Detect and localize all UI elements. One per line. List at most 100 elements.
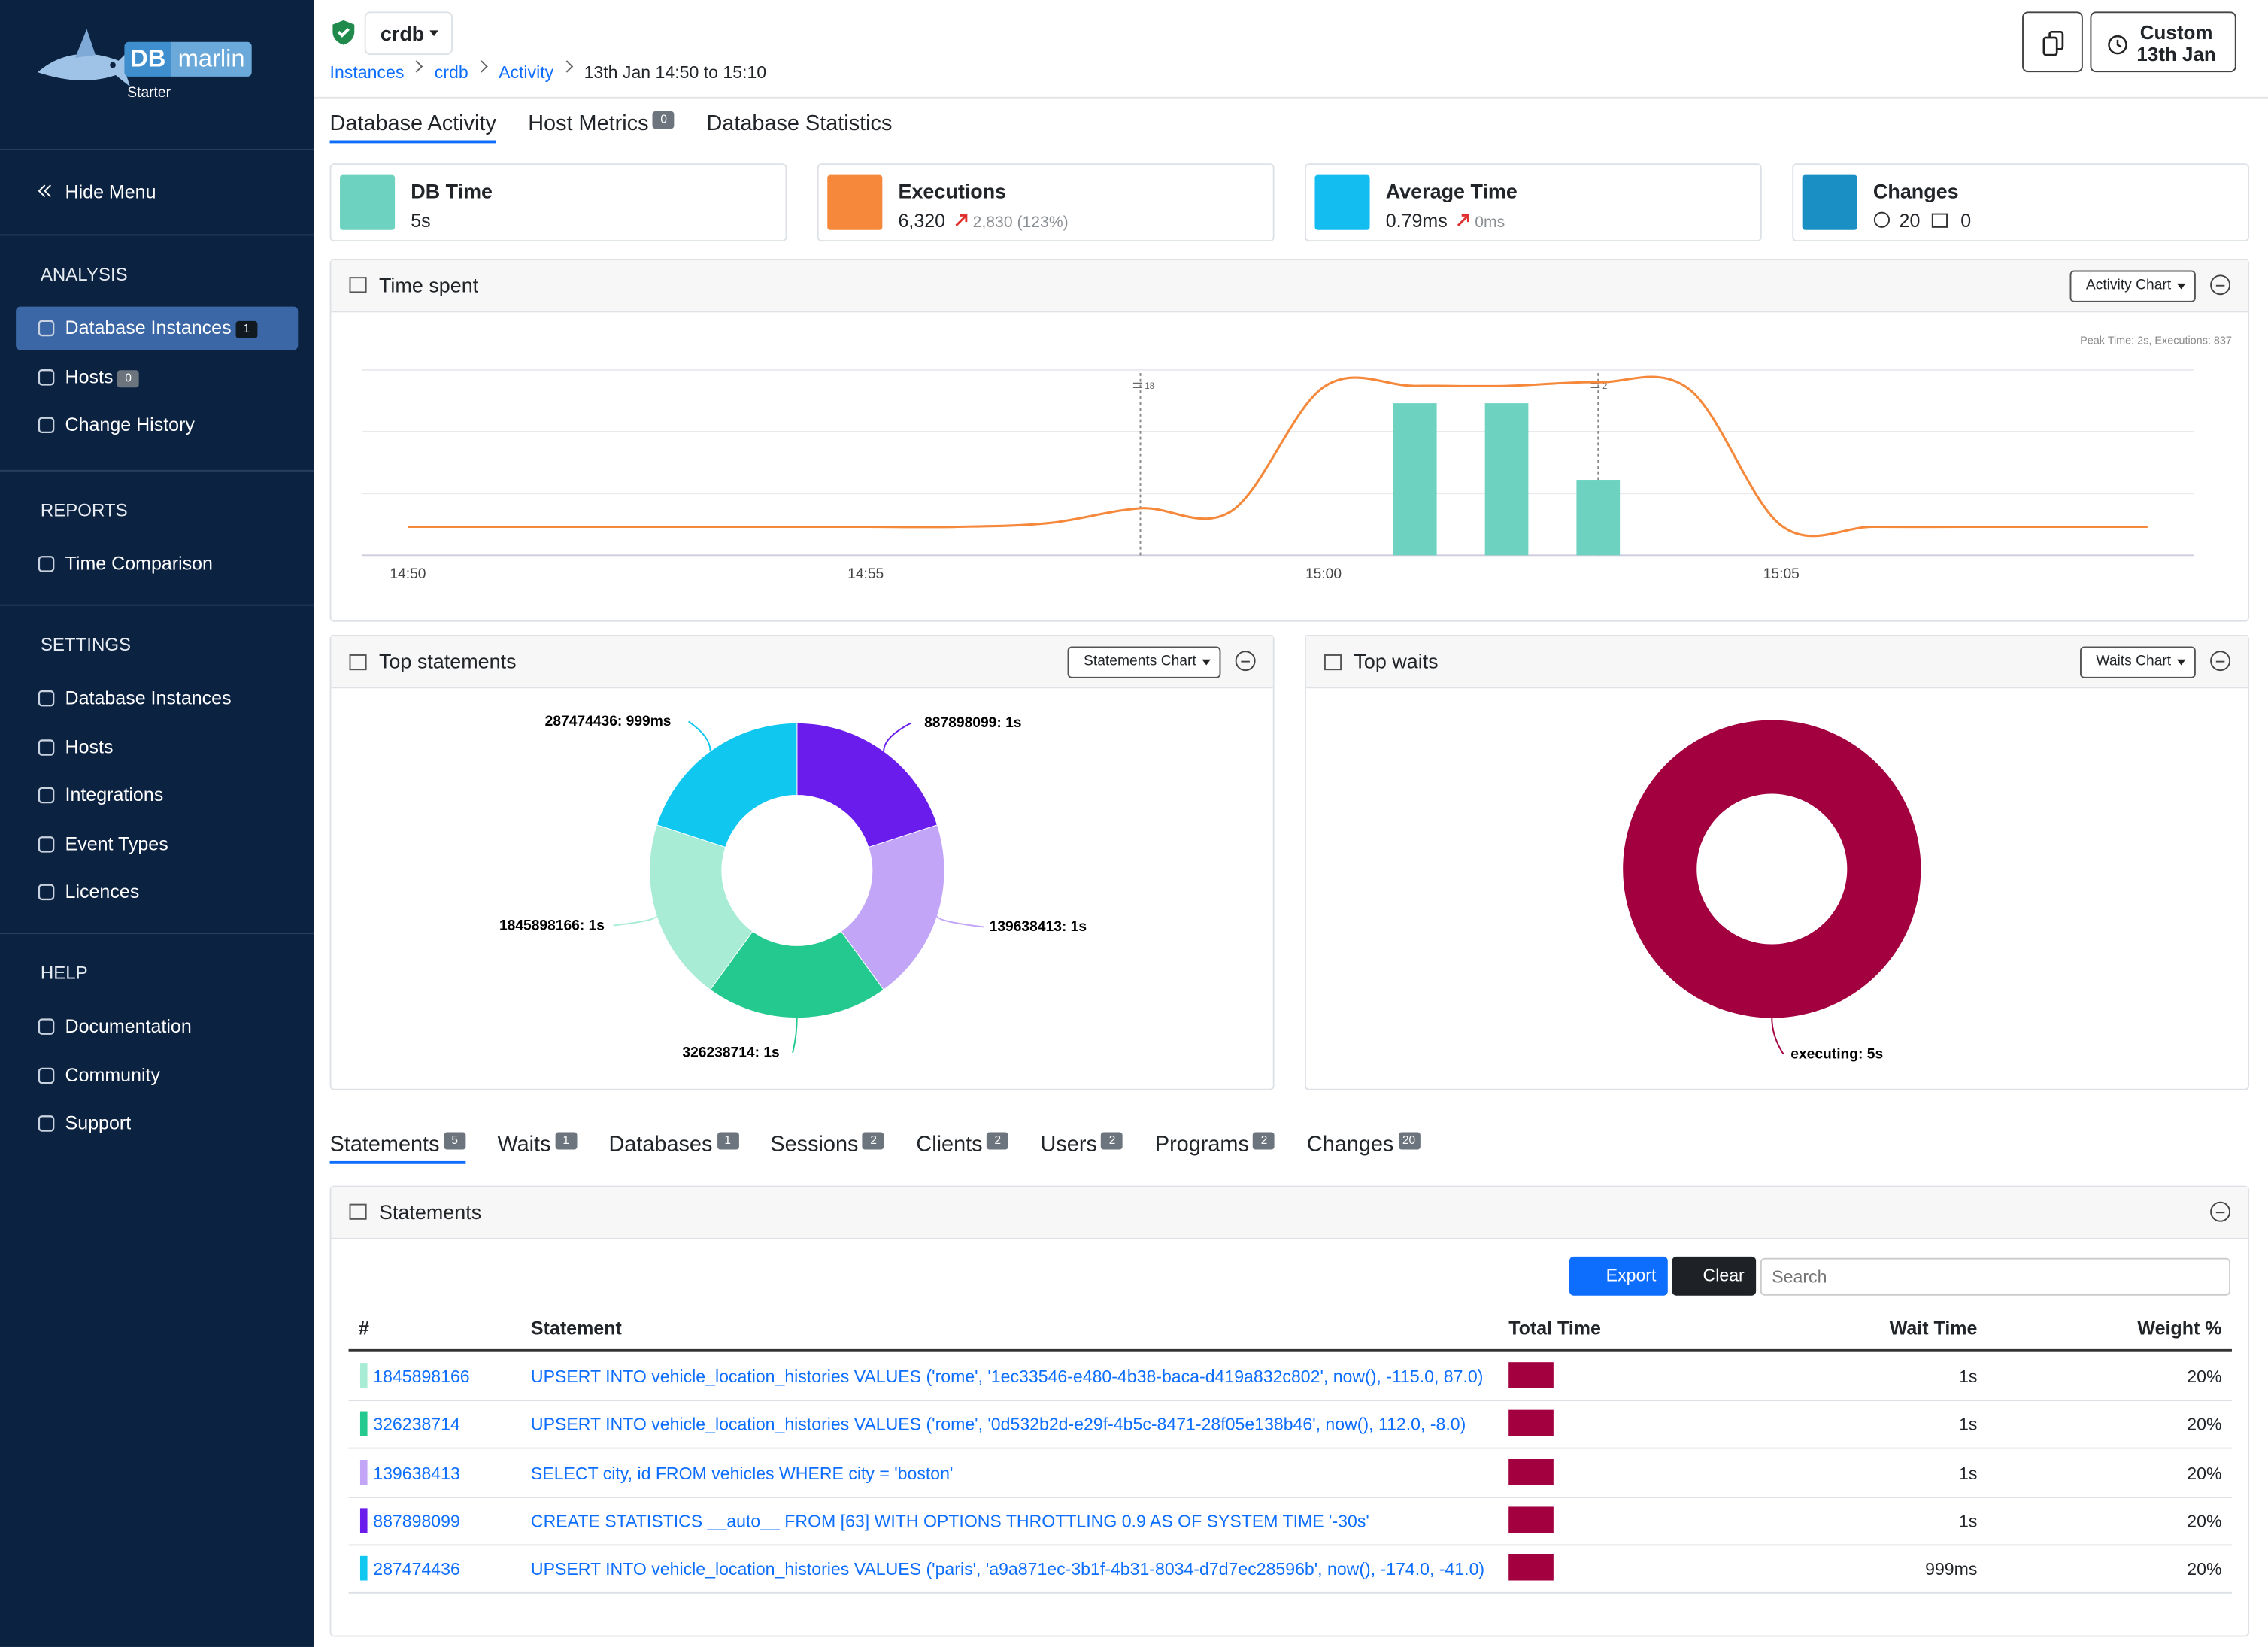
table-row: 887898099 CREATE STATISTICS __auto__ FROM… bbox=[348, 1497, 2232, 1546]
nav-item[interactable]: Hosts 0 bbox=[16, 355, 298, 399]
tab-badge: 2 bbox=[863, 1132, 885, 1150]
copy-button[interactable] bbox=[2022, 11, 2083, 73]
time-range-button[interactable]: Custom 13th Jan bbox=[2090, 11, 2236, 73]
kpi-icon bbox=[340, 174, 396, 230]
tab[interactable]: Programs 2 bbox=[1155, 1132, 1275, 1163]
nav-item[interactable]: Time Comparison bbox=[16, 542, 298, 586]
statement-text[interactable]: UPSERT INTO vehicle_location_histories V… bbox=[530, 1366, 1484, 1387]
section-title: REPORTS bbox=[40, 500, 128, 521]
tab[interactable]: Waits 1 bbox=[497, 1132, 578, 1163]
logo-fish bbox=[38, 29, 131, 87]
nav-item[interactable]: Change History bbox=[16, 403, 298, 447]
column-header[interactable]: Wait Time bbox=[1889, 1317, 1978, 1339]
search-input[interactable] bbox=[1760, 1257, 2231, 1296]
export-button[interactable]: Export bbox=[1569, 1256, 1668, 1296]
tab-badge: 2 bbox=[1101, 1132, 1123, 1150]
statement-text[interactable]: UPSERT INTO vehicle_location_histories V… bbox=[530, 1559, 1485, 1579]
waits-chart-button[interactable]: Waits Chart bbox=[2080, 646, 2196, 678]
kpi-value: 5s bbox=[411, 210, 430, 232]
tab[interactable]: Clients 2 bbox=[916, 1132, 1009, 1163]
separator bbox=[0, 149, 314, 150]
hide-menu[interactable]: Hide Menu bbox=[16, 171, 298, 214]
breadcrumb-item[interactable]: crdb bbox=[434, 62, 468, 83]
nav-item[interactable]: Database Instances 1 bbox=[16, 306, 299, 350]
icon-shape bbox=[38, 836, 55, 852]
clear-button[interactable]: Clear bbox=[1672, 1256, 1757, 1296]
statement-id[interactable]: 1845898166 bbox=[373, 1366, 470, 1387]
kpi-change: 0ms bbox=[1475, 214, 1505, 232]
instance-dropdown[interactable]: crdb bbox=[364, 11, 453, 56]
copy-icon bbox=[2042, 30, 2064, 56]
nav-icon bbox=[38, 1115, 55, 1132]
nav-label: Database Instances bbox=[65, 687, 232, 709]
total-time-bar bbox=[1508, 1554, 1554, 1581]
column-header[interactable]: # bbox=[359, 1317, 369, 1339]
nav-item[interactable]: Community bbox=[16, 1054, 298, 1097]
sidebar: DB marlin Starter Hide Menu ANALYSIS Data… bbox=[0, 0, 314, 1647]
nav-label: Hosts bbox=[65, 735, 114, 757]
top-waits-panel: Top waits Waits Chart bbox=[1304, 635, 2250, 1090]
nav-label: Database Instances bbox=[65, 317, 232, 338]
nav-icon bbox=[38, 556, 55, 572]
activity-chart-button[interactable]: Activity Chart bbox=[2069, 270, 2196, 302]
statements-chart-button[interactable]: Statements Chart bbox=[1067, 646, 1221, 678]
statement-id[interactable]: 326238714 bbox=[373, 1414, 460, 1435]
nav-icon bbox=[38, 320, 55, 337]
icon-shape bbox=[1932, 213, 1948, 228]
tab[interactable]: Changes 20 bbox=[1307, 1132, 1420, 1163]
nav-item[interactable]: Integrations bbox=[16, 774, 298, 817]
total-time-bar bbox=[1508, 1506, 1554, 1533]
breadcrumb-separator bbox=[411, 60, 423, 73]
tab[interactable]: Databases 1 bbox=[608, 1132, 739, 1163]
button-label: Clear bbox=[1703, 1265, 1745, 1286]
statement-text[interactable]: UPSERT INTO vehicle_location_histories V… bbox=[530, 1414, 1466, 1435]
nav-label: Time Comparison bbox=[65, 552, 213, 575]
column-header[interactable]: Total Time bbox=[1508, 1317, 1601, 1339]
icon-shape bbox=[38, 417, 55, 434]
table-row: 326238714 UPSERT INTO vehicle_location_hi… bbox=[348, 1400, 2232, 1450]
kpi-info: 20 bbox=[1899, 209, 1921, 232]
tab-label: Databases bbox=[608, 1132, 713, 1157]
nav-item[interactable]: Database Instances bbox=[16, 677, 298, 720]
tab[interactable]: Statements 5 bbox=[329, 1132, 466, 1164]
nav-label: Change History bbox=[65, 413, 195, 435]
nav-badge: 0 bbox=[117, 369, 140, 387]
breadcrumb-item[interactable]: Activity bbox=[499, 62, 554, 83]
separator bbox=[0, 234, 314, 236]
column-header[interactable]: Weight % bbox=[2137, 1317, 2222, 1339]
nav-label: Licences bbox=[65, 880, 140, 902]
nav-item[interactable]: Documentation bbox=[16, 1005, 298, 1048]
nav-item[interactable]: Licences bbox=[16, 870, 298, 914]
kpi-icon bbox=[827, 174, 883, 230]
statement-text[interactable]: CREATE STATISTICS __auto__ FROM [63] WIT… bbox=[530, 1511, 1369, 1531]
column-header[interactable]: Statement bbox=[530, 1317, 622, 1339]
table-row: 1845898166 UPSERT INTO vehicle_location_h… bbox=[348, 1352, 2232, 1402]
tab-label: Host Metrics bbox=[528, 111, 649, 136]
icon-shape bbox=[38, 787, 55, 804]
statement-text[interactable]: SELECT city, id FROM vehicles WHERE city… bbox=[530, 1462, 954, 1483]
collapse-button[interactable] bbox=[2210, 1201, 2231, 1222]
tab[interactable]: Database Statistics bbox=[706, 111, 892, 143]
separator bbox=[0, 469, 314, 472]
statement-id[interactable]: 887898099 bbox=[373, 1511, 460, 1531]
kpi-number: 0.79ms bbox=[1385, 209, 1448, 232]
nav-item[interactable]: Event Types bbox=[16, 822, 298, 866]
collapse-button[interactable] bbox=[2210, 651, 2231, 672]
tab[interactable]: Host Metrics 0 bbox=[528, 111, 675, 143]
collapse-button[interactable] bbox=[2210, 274, 2231, 296]
nav-item[interactable]: Hosts bbox=[16, 725, 298, 769]
nav-icon bbox=[38, 1066, 55, 1084]
statement-id[interactable]: 287474436 bbox=[373, 1559, 460, 1579]
breadcrumb-item[interactable]: Instances bbox=[329, 62, 405, 83]
nav-item[interactable]: Support bbox=[16, 1102, 298, 1145]
info-icon bbox=[1873, 211, 1891, 228]
wait-time: 1s bbox=[1959, 1414, 1978, 1435]
collapse-button[interactable] bbox=[1235, 651, 1256, 672]
statement-id[interactable]: 139638413 bbox=[373, 1462, 460, 1483]
tab[interactable]: Users 2 bbox=[1041, 1132, 1123, 1163]
tab[interactable]: Database Activity bbox=[329, 111, 496, 144]
tab-badge: 0 bbox=[653, 111, 675, 129]
kpi-value: 6,320 2,830 (123%) bbox=[898, 210, 1068, 232]
tab[interactable]: Sessions 2 bbox=[770, 1132, 885, 1163]
